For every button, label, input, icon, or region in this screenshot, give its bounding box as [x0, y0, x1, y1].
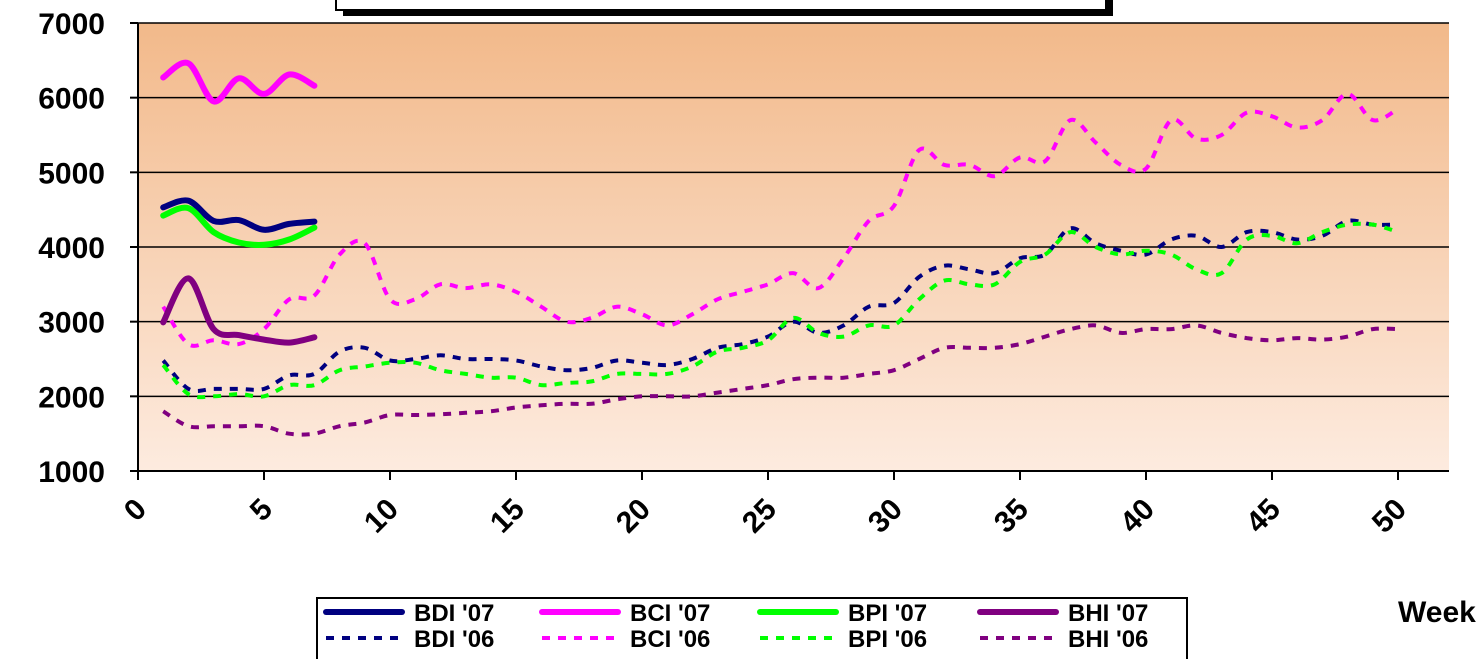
legend-label: BHI '07: [1068, 600, 1148, 627]
y-tick-label: 6000: [38, 83, 105, 116]
series-line-bhi-06: [162, 323, 1399, 437]
legend-label: BCI '07: [630, 600, 710, 627]
y-tick-label: 1000: [38, 456, 105, 489]
x-tick-label: 45: [1240, 493, 1287, 540]
x-tick-label: 25: [736, 493, 783, 540]
series-line-bci-06: [161, 91, 1399, 348]
legend-label: BCI '06: [630, 626, 710, 653]
legend-label: BDI '06: [414, 626, 494, 653]
x-tick-label: 50: [1366, 493, 1413, 540]
x-tick-label: 40: [1114, 493, 1161, 540]
legend-box: [316, 597, 1188, 659]
y-tick-label: 2000: [38, 381, 105, 414]
series-layer: [160, 59, 1399, 437]
y-tick-label: 3000: [38, 307, 105, 340]
y-tick-label: 5000: [38, 157, 105, 190]
legend-label: BPI '07: [848, 600, 927, 627]
title-box: [335, 0, 1107, 11]
x-tick-label: 30: [862, 493, 909, 540]
legend-label: BDI '07: [414, 600, 494, 627]
legend-label: BPI '06: [848, 626, 927, 653]
legend: BDI '07 BCI '07 BPI '07 BHI '07 BDI '06 BCI '…: [323, 600, 1148, 653]
series-line-bpi-06: [161, 221, 1399, 400]
series-line-bhi-07: [160, 275, 318, 346]
y-axis-ticks: 1000 2000 3000 4000 5000 6000 7000: [38, 8, 138, 489]
series-line-bci-07: [160, 59, 318, 105]
series-line-bpi-07: [160, 204, 318, 248]
x-axis-title: Week: [1398, 596, 1476, 629]
legend-label: BHI '06: [1068, 626, 1148, 653]
series-line-bdi-07: [160, 197, 318, 233]
y-tick-label: 4000: [38, 232, 105, 265]
x-tick-label: 5: [244, 493, 279, 528]
x-axis-ticks: 0 5 10 15 20 25 30 35 40 45 50: [118, 471, 1413, 540]
x-tick-label: 0: [118, 493, 153, 528]
x-tick-label: 35: [988, 493, 1035, 540]
x-tick-label: 15: [484, 493, 531, 540]
x-tick-label: 20: [610, 493, 657, 540]
x-tick-label: 10: [358, 493, 405, 540]
y-tick-label: 7000: [38, 8, 105, 41]
series-line-bdi-06: [161, 218, 1399, 393]
